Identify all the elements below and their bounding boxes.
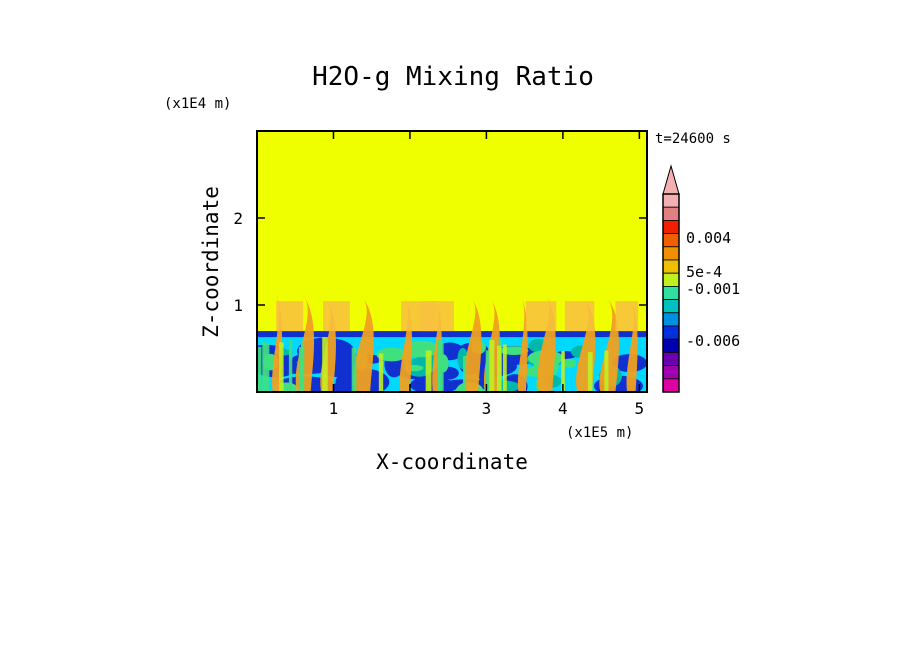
x-tick-label: 5 <box>635 399 645 418</box>
field-patch <box>376 347 407 362</box>
colorbar-segment <box>662 206 680 221</box>
field-streak <box>322 337 328 392</box>
plot-area <box>257 131 647 392</box>
field-streak <box>462 355 467 392</box>
y-axis-label: Z-coordinate <box>199 186 223 338</box>
field-streak <box>298 347 304 392</box>
colorbar-segment <box>662 312 680 327</box>
colorbar-segment <box>662 233 680 248</box>
moist-plume <box>599 299 619 392</box>
inversion-band <box>257 331 647 338</box>
field-streak <box>604 350 609 392</box>
colorbar-tick-label: 5e-4 <box>686 263 722 281</box>
colorbar-tick-label: 0.004 <box>686 229 731 247</box>
colorbar: 0.004 5e-4-0.001 -0.006 <box>662 164 740 393</box>
field-streak <box>378 353 384 392</box>
x-unit-label: (x1E5 m) <box>566 425 633 441</box>
colorbar-segment <box>662 351 680 366</box>
field-streak <box>496 345 502 392</box>
colorbar-segment <box>662 259 680 274</box>
field-streak <box>438 342 444 392</box>
field-streak <box>587 352 593 392</box>
colorbar-segment <box>662 338 680 353</box>
plume-cap <box>615 301 639 332</box>
plume-cap <box>564 301 595 332</box>
field-patch <box>563 358 577 368</box>
field-streak <box>279 342 284 392</box>
colorbar-segment <box>662 246 680 261</box>
plot-frame <box>256 130 648 393</box>
moist-plume <box>517 299 528 392</box>
plume-cap <box>276 301 304 332</box>
moist-plume <box>353 297 374 392</box>
colorbar-tick-label: -0.006 <box>686 332 740 350</box>
colorbar-segment <box>662 285 680 300</box>
chart-title: H2O-g Mixing Ratio <box>312 62 594 92</box>
y-axis: 12 <box>233 209 647 315</box>
field-streak <box>264 343 270 392</box>
colorbar-frame <box>662 193 680 393</box>
x-tick-label: 2 <box>405 399 415 418</box>
moist-plume <box>463 297 482 392</box>
field-streak <box>489 339 495 392</box>
time-label: t=24600 s <box>655 131 731 147</box>
colorbar-segment <box>662 325 680 340</box>
colorbar-tick-label: -0.001 <box>686 280 740 298</box>
plume-cap <box>525 301 557 332</box>
colorbar-segment <box>662 193 680 208</box>
x-axis: 1 2 3 4 5 <box>329 131 645 418</box>
y-unit-label: (x1E4 m) <box>164 96 231 112</box>
field-streak <box>561 350 565 392</box>
field-streak <box>425 350 432 392</box>
field-streak <box>485 350 491 392</box>
field-streak <box>351 347 357 392</box>
field-streak <box>257 346 262 392</box>
field-streak <box>262 342 266 392</box>
plume-cap <box>323 301 350 332</box>
colorbar-segment <box>662 219 680 234</box>
colorbar-segment <box>662 272 680 287</box>
colorbar-segment <box>662 299 680 314</box>
x-tick-label: 1 <box>329 399 339 418</box>
field-streak <box>502 344 507 392</box>
field-streak <box>288 339 293 392</box>
x-axis-label: X-coordinate <box>376 450 528 474</box>
x-tick-label: 4 <box>558 399 568 418</box>
y-tick-label: 1 <box>233 296 243 315</box>
y-tick-label: 2 <box>233 209 243 228</box>
colorbar-segment <box>662 365 680 380</box>
x-tick-label: 3 <box>482 399 492 418</box>
colorbar-extend-arrow <box>662 164 680 195</box>
colorbar-segment <box>662 378 680 393</box>
plume-cap <box>420 301 454 332</box>
